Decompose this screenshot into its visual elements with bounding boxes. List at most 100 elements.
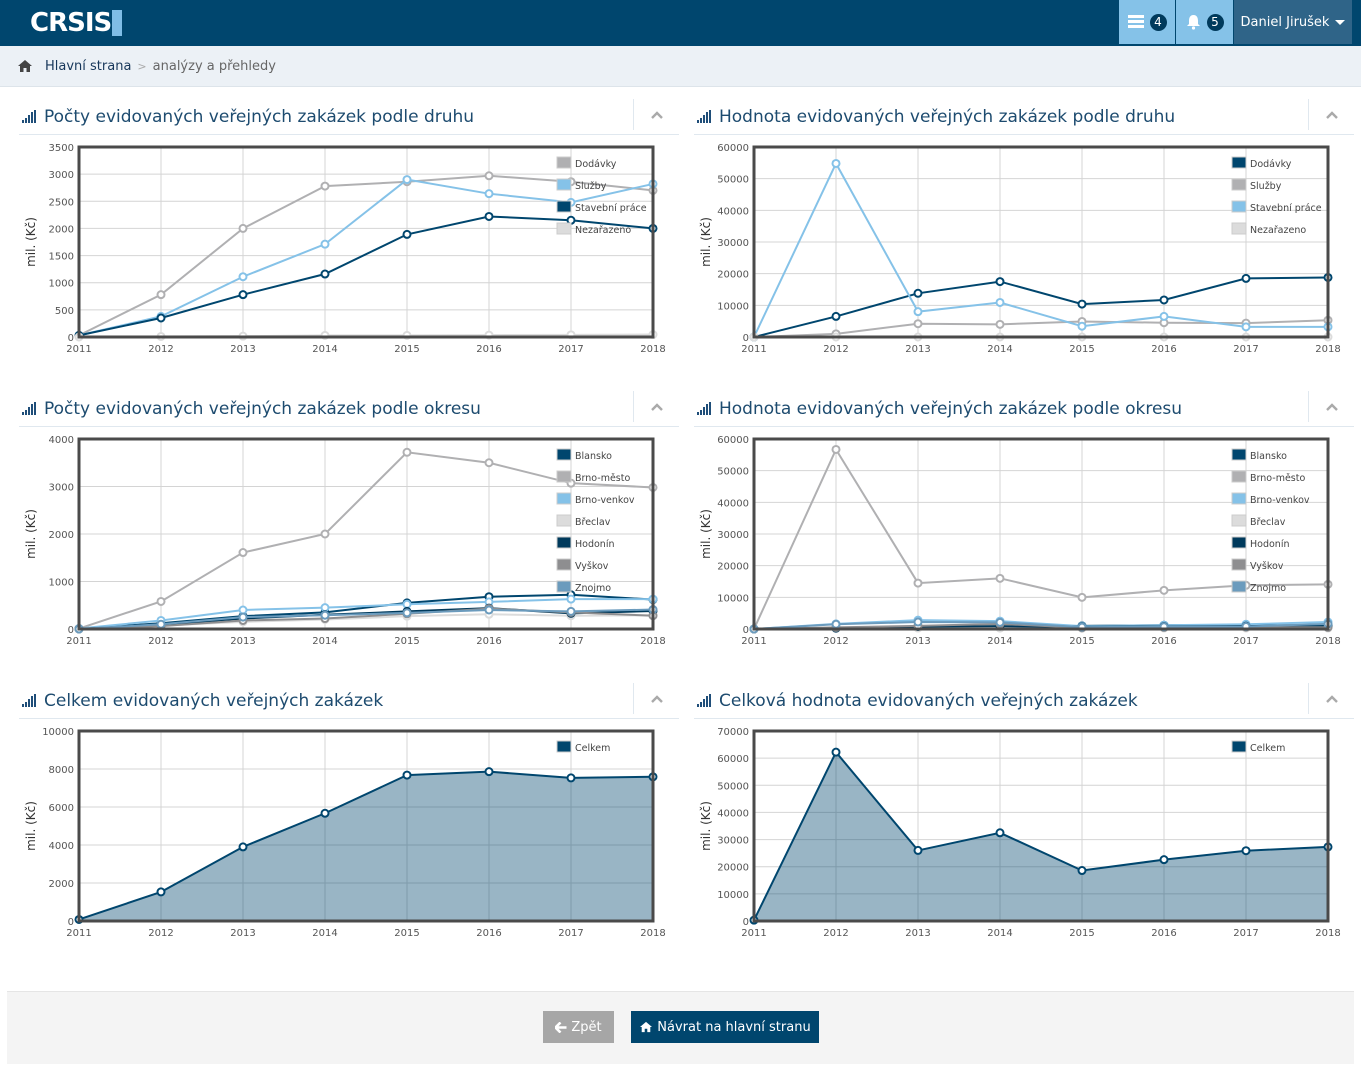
data-point[interactable] [913, 578, 923, 588]
data-point[interactable] [995, 573, 1005, 583]
legend-label[interactable]: Brno-venkov [575, 495, 635, 506]
data-point[interactable] [238, 272, 248, 282]
legend-label[interactable]: Blansko [1250, 451, 1287, 462]
data-point[interactable] [320, 529, 330, 539]
data-point[interactable] [1077, 299, 1087, 309]
data-point[interactable] [156, 619, 166, 629]
data-point[interactable] [484, 767, 494, 777]
data-point[interactable] [484, 605, 494, 615]
legend-label[interactable]: Dodávky [575, 159, 617, 170]
legend-label[interactable]: Stavební práce [575, 203, 647, 214]
data-point[interactable] [831, 444, 841, 454]
home-button[interactable]: Návrat na hlavní stranu [631, 1011, 819, 1043]
data-point[interactable] [402, 229, 412, 239]
data-point[interactable] [320, 269, 330, 279]
data-point[interactable] [831, 158, 841, 168]
legend-label[interactable]: Znojmo [1250, 583, 1286, 594]
data-point[interactable] [995, 297, 1005, 307]
data-point[interactable] [484, 189, 494, 199]
messages-button[interactable]: 4 [1119, 0, 1175, 44]
legend-label[interactable]: Hodonín [1250, 539, 1289, 550]
logo[interactable]: CRSIS [30, 8, 123, 38]
data-point[interactable] [566, 594, 576, 604]
legend-label[interactable]: Břeclav [1250, 517, 1286, 528]
legend-label[interactable]: Dodávky [1250, 159, 1292, 170]
legend-label[interactable]: Blansko [575, 451, 612, 462]
legend-label[interactable]: Hodonín [575, 539, 614, 550]
data-point[interactable] [1159, 855, 1169, 865]
data-point[interactable] [238, 842, 248, 852]
data-point[interactable] [156, 290, 166, 300]
data-point[interactable] [566, 773, 576, 783]
collapse-button[interactable] [1308, 683, 1354, 714]
data-point[interactable] [1159, 311, 1169, 321]
legend-label[interactable]: Služby [575, 181, 607, 192]
data-point[interactable] [913, 617, 923, 627]
data-point[interactable] [402, 447, 412, 457]
data-point[interactable] [156, 313, 166, 323]
user-menu[interactable]: Daniel Jirušek [1234, 0, 1352, 44]
data-point[interactable] [156, 887, 166, 897]
data-point[interactable] [1159, 295, 1169, 305]
legend-label[interactable]: Celkem [1250, 743, 1285, 754]
data-point[interactable] [156, 596, 166, 606]
data-point[interactable] [1159, 585, 1169, 595]
legend-label[interactable]: Brno-město [575, 473, 630, 484]
collapse-button[interactable] [633, 99, 679, 130]
data-point[interactable] [402, 608, 412, 618]
notifications-button[interactable]: 5 [1176, 0, 1233, 44]
collapse-button[interactable] [1308, 99, 1354, 130]
legend-label[interactable]: Stavební práce [1250, 203, 1322, 214]
legend-label[interactable]: Břeclav [575, 517, 611, 528]
legend-label[interactable]: Nezařazeno [1250, 225, 1306, 236]
collapse-button[interactable] [1308, 391, 1354, 422]
data-point[interactable] [1241, 322, 1251, 332]
data-point[interactable] [320, 181, 330, 191]
data-point[interactable] [402, 770, 412, 780]
data-point[interactable] [402, 599, 412, 609]
data-point[interactable] [913, 288, 923, 298]
data-point[interactable] [238, 548, 248, 558]
data-point[interactable] [566, 606, 576, 616]
data-point[interactable] [1241, 846, 1251, 856]
data-point[interactable] [238, 612, 248, 622]
legend-label[interactable]: Znojmo [575, 583, 611, 594]
legend-label[interactable]: Brno-město [1250, 473, 1305, 484]
data-point[interactable] [831, 311, 841, 321]
data-point[interactable] [1077, 592, 1087, 602]
home-icon[interactable] [17, 59, 33, 73]
data-point[interactable] [1077, 321, 1087, 331]
data-point[interactable] [831, 747, 841, 757]
data-point[interactable] [320, 610, 330, 620]
legend-label[interactable]: Nezařazeno [575, 225, 631, 236]
collapse-button[interactable] [633, 391, 679, 422]
data-point[interactable] [831, 619, 841, 629]
breadcrumb-home-link[interactable]: Hlavní strana [45, 58, 132, 74]
legend-label[interactable]: Vyškov [1250, 561, 1284, 572]
data-point[interactable] [320, 239, 330, 249]
legend-label[interactable]: Služby [1250, 181, 1282, 192]
legend-label[interactable]: Celkem [575, 743, 610, 754]
data-point[interactable] [995, 828, 1005, 838]
data-point[interactable] [1077, 866, 1087, 876]
data-point[interactable] [484, 171, 494, 181]
data-point[interactable] [320, 603, 330, 613]
legend-label[interactable]: Vyškov [575, 561, 609, 572]
data-point[interactable] [1241, 273, 1251, 283]
data-point[interactable] [238, 605, 248, 615]
data-point[interactable] [320, 808, 330, 818]
back-button[interactable]: Zpět [543, 1011, 614, 1043]
data-point[interactable] [995, 277, 1005, 287]
data-point[interactable] [238, 223, 248, 233]
data-point[interactable] [995, 319, 1005, 329]
data-point[interactable] [402, 175, 412, 185]
data-point[interactable] [238, 290, 248, 300]
legend-label[interactable]: Brno-venkov [1250, 495, 1310, 506]
data-point[interactable] [913, 307, 923, 317]
data-point[interactable] [913, 319, 923, 329]
data-point[interactable] [995, 617, 1005, 627]
data-point[interactable] [484, 211, 494, 221]
data-point[interactable] [484, 458, 494, 468]
data-point[interactable] [913, 845, 923, 855]
collapse-button[interactable] [633, 683, 679, 714]
